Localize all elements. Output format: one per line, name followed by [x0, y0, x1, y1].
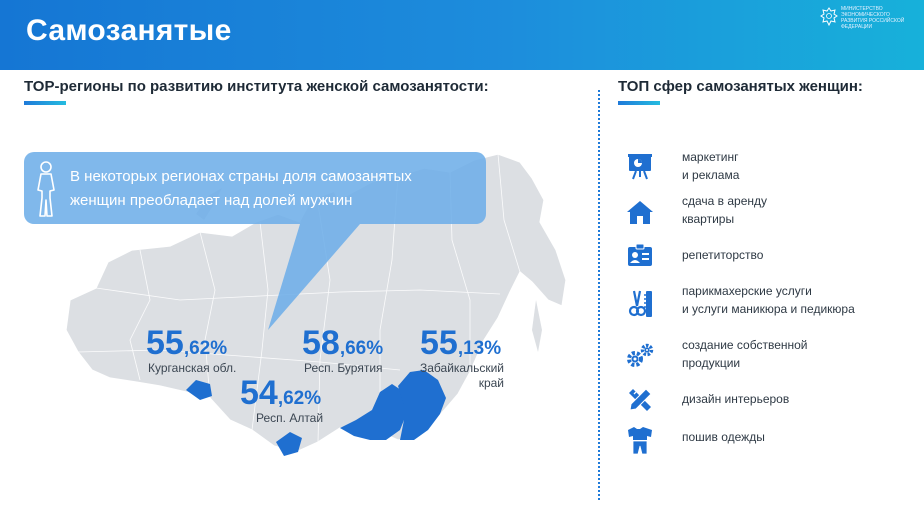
sphere-hairdressing-line1: парикмахерские услуги [682, 284, 812, 298]
house-icon [627, 201, 653, 224]
sphere-item-hairdressing: парикмахерские услуги и услуги маникюра … [618, 282, 918, 326]
kurgan-region [186, 380, 212, 400]
header-bar: Самозанятые Министерство экономического … [0, 0, 924, 70]
sphere-rent-line2: квартиры [682, 212, 735, 226]
zabaikalsky-label-line1: Забайкальский [420, 361, 504, 375]
regions-title-underline [24, 101, 66, 105]
spheres-section-title: ТОП сфер самозанятых женщин: [618, 78, 863, 95]
scissors-comb-icon [628, 290, 652, 317]
altai-percent: 54,62% [240, 376, 321, 416]
altai-percent-decimal: ,62% [277, 388, 322, 409]
sphere-rent-text: сдача в аренду квартиры [682, 192, 767, 228]
buryatia-percent-decimal: ,66% [339, 338, 384, 359]
sphere-rent-line1: сдача в аренду [682, 194, 768, 208]
sphere-item-production: создание собственной продукции [618, 336, 918, 376]
sphere-production-line2: продукции [682, 356, 741, 370]
buryatia-label: Респ. Бурятия [304, 361, 383, 375]
spheres-title-underline [618, 101, 660, 105]
callout-text-line1: В некоторых регионах страны доля самозан… [70, 168, 412, 185]
sphere-production-line1: создание собственной [682, 338, 808, 352]
buryatia-region [340, 384, 408, 440]
sphere-marketing-text: маркетинг и реклама [682, 148, 739, 184]
callout-text-line2: женщин преобладает над долей мужчин [70, 192, 353, 209]
sakhalin-shape [532, 300, 542, 352]
sphere-hairdressing-line2: и услуги маникюра и педикюра [682, 302, 855, 316]
coat-of-arms-icon [820, 7, 838, 27]
ministry-label: Министерство экономического развития Рос… [841, 6, 905, 30]
altai-percent-whole: 54 [240, 374, 278, 412]
woman-icon [37, 161, 55, 217]
ruler-pencil-icon [629, 388, 652, 411]
altai-region [276, 432, 302, 456]
kurgan-label: Курганская обл. [148, 361, 237, 375]
sphere-marketing-line1: маркетинг [682, 150, 739, 164]
regions-section-title: ТОР-регионы по развитию института женско… [24, 78, 489, 95]
zabaikalsky-percent-whole: 55 [420, 324, 458, 362]
sphere-item-sewing: пошив одежды [618, 422, 918, 462]
section-divider [598, 90, 600, 500]
sphere-interior-design-text: дизайн интерьеров [682, 392, 790, 406]
sphere-item-marketing: маркетинг и реклама [618, 146, 918, 186]
sphere-item-interior-design: дизайн интерьеров [618, 384, 918, 418]
kurgan-percent-whole: 55 [146, 324, 184, 362]
buryatia-percent-whole: 58 [302, 324, 340, 362]
zabaikalsky-percent: 55,13% [420, 326, 501, 366]
page-title: Самозанятые [26, 14, 232, 47]
buryatia-percent: 58,66% [302, 326, 383, 366]
info-callout [24, 152, 486, 224]
sphere-item-rent: сдача в аренду квартиры [618, 192, 918, 232]
clothing-icon [628, 427, 652, 455]
sphere-sewing-text: пошив одежды [682, 430, 765, 444]
altai-label: Респ. Алтай [256, 411, 324, 425]
callout-text: В некоторых регионах страны доля самозан… [70, 165, 480, 213]
zabaikalsky-label-line2: край [478, 376, 504, 390]
sphere-tutoring-text: репетиторство [682, 248, 764, 262]
gears-icon [627, 343, 654, 367]
presentation-icon [628, 154, 652, 180]
kurgan-percent: 55,62% [146, 326, 227, 366]
sphere-item-tutoring: репетиторство [618, 240, 918, 274]
sphere-hairdressing-text: парикмахерские услуги и услуги маникюра … [682, 282, 855, 318]
sphere-production-text: создание собственной продукции [682, 336, 808, 372]
zabaikalsky-region [398, 370, 446, 440]
zabaikalsky-label: Забайкальский край [420, 361, 504, 391]
zabaikalsky-percent-decimal: ,13% [457, 338, 502, 359]
sphere-marketing-line2: и реклама [682, 168, 740, 182]
id-card-icon [628, 243, 652, 266]
callout-pointer [268, 224, 360, 330]
kurgan-percent-decimal: ,62% [183, 338, 228, 359]
